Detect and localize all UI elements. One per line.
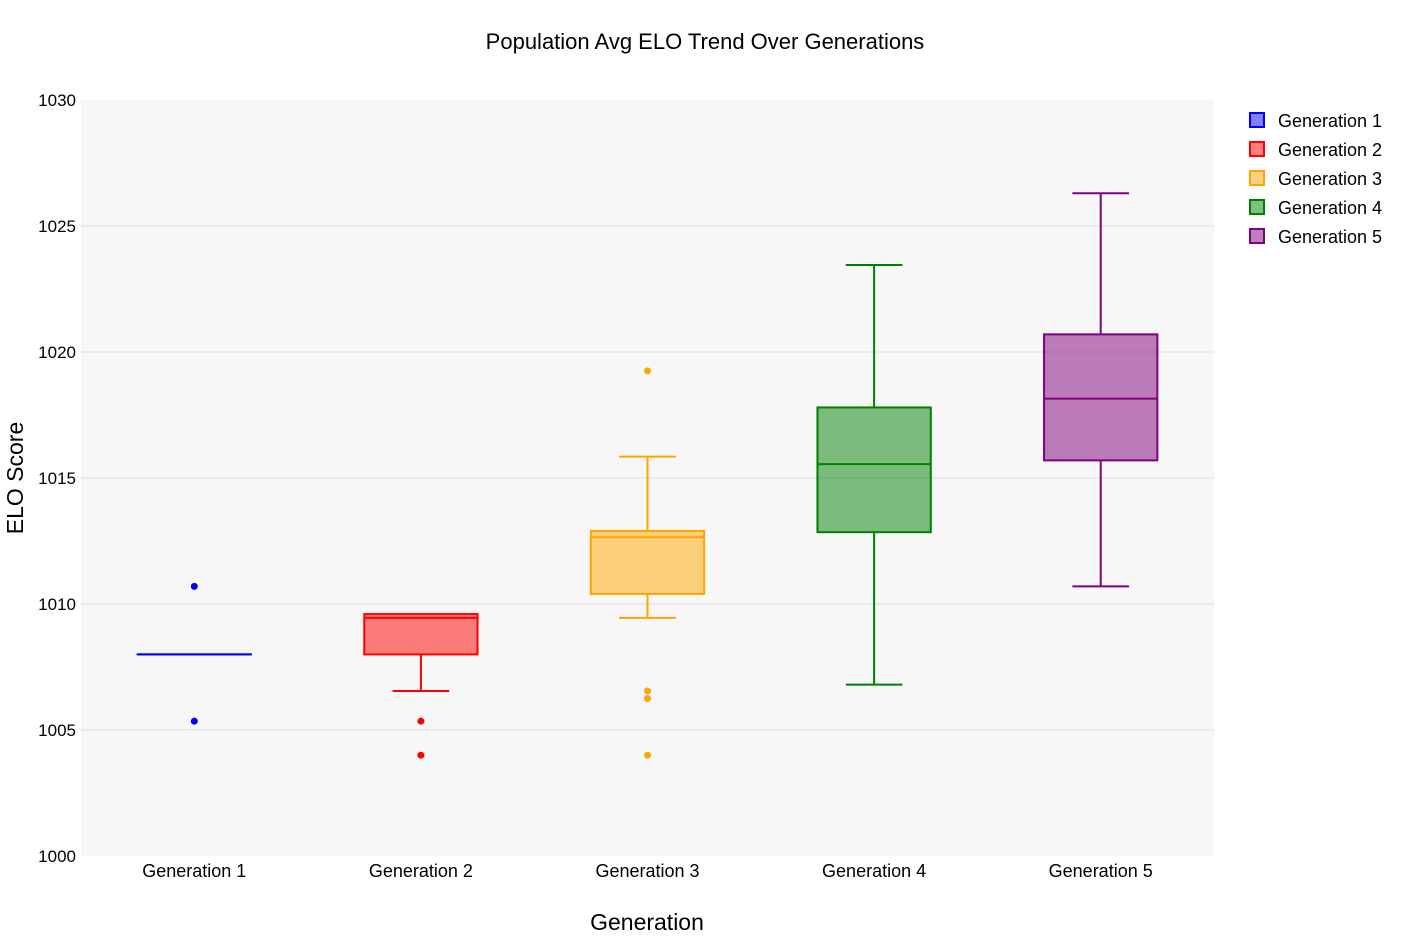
box-iqr[interactable] — [363, 613, 479, 656]
box-3[interactable] — [589, 367, 706, 759]
y-axis-ticks: 1000 1005 1010 1015 1020 1025 1030 — [38, 91, 76, 866]
y-tick-label: 1025 — [38, 217, 76, 236]
y-tick-label: 1020 — [38, 343, 76, 362]
legend-swatch — [1249, 112, 1265, 128]
outlier-point[interactable] — [644, 695, 651, 702]
legend-label: Generation 1 — [1278, 111, 1382, 131]
box-5[interactable] — [1043, 192, 1159, 588]
y-tick-label: 1010 — [38, 595, 76, 614]
outlier-point[interactable] — [644, 751, 651, 759]
outlier-point[interactable] — [417, 717, 425, 725]
x-tick-label: Generation 4 — [822, 861, 926, 881]
x-axis-ticks: Generation 1 Generation 2 Generation 3 Gene… — [142, 861, 1152, 881]
box-iqr[interactable] — [1043, 333, 1159, 462]
x-axis-title: Generation — [590, 909, 704, 935]
box-iqr[interactable] — [816, 406, 932, 534]
chart-title: Population Avg ELO Trend Over Generation… — [486, 29, 925, 54]
box-2[interactable] — [363, 613, 479, 759]
legend-item[interactable]: Generation 3 — [1249, 169, 1382, 189]
y-tick-label: 1030 — [38, 91, 76, 110]
box-1[interactable] — [136, 582, 252, 725]
x-tick-label: Generation 2 — [369, 861, 473, 881]
legend[interactable]: Generation 1 Generation 2 Generation 3 Gene… — [1249, 111, 1382, 247]
legend-swatch — [1249, 199, 1265, 215]
y-tick-label: 1005 — [38, 721, 76, 740]
legend-label: Generation 5 — [1278, 227, 1382, 247]
legend-swatch — [1249, 228, 1265, 244]
legend-swatch — [1249, 170, 1265, 186]
legend-item[interactable]: Generation 5 — [1249, 227, 1382, 247]
box-series — [136, 192, 1159, 759]
x-tick-label: Generation 5 — [1049, 861, 1153, 881]
outlier-point[interactable] — [644, 367, 651, 375]
box-iqr[interactable] — [589, 529, 706, 595]
y-axis-title: ELO Score — [2, 422, 28, 535]
outlier-point[interactable] — [190, 582, 198, 590]
legend-swatch — [1249, 141, 1265, 157]
legend-label: Generation 2 — [1278, 140, 1382, 160]
legend-item[interactable]: Generation 2 — [1249, 140, 1382, 160]
legend-item[interactable]: Generation 4 — [1249, 198, 1382, 218]
x-tick-label: Generation 1 — [142, 861, 246, 881]
x-tick-label: Generation 3 — [595, 861, 699, 881]
legend-label: Generation 3 — [1278, 169, 1382, 189]
outlier-point[interactable] — [417, 751, 425, 759]
outlier-point[interactable] — [644, 687, 651, 695]
y-tick-label: 1015 — [38, 469, 76, 488]
outlier-point[interactable] — [190, 717, 198, 725]
y-tick-label: 1000 — [38, 847, 76, 866]
legend-label: Generation 4 — [1278, 198, 1382, 218]
legend-item[interactable]: Generation 1 — [1249, 111, 1382, 131]
box-4[interactable] — [816, 264, 932, 686]
